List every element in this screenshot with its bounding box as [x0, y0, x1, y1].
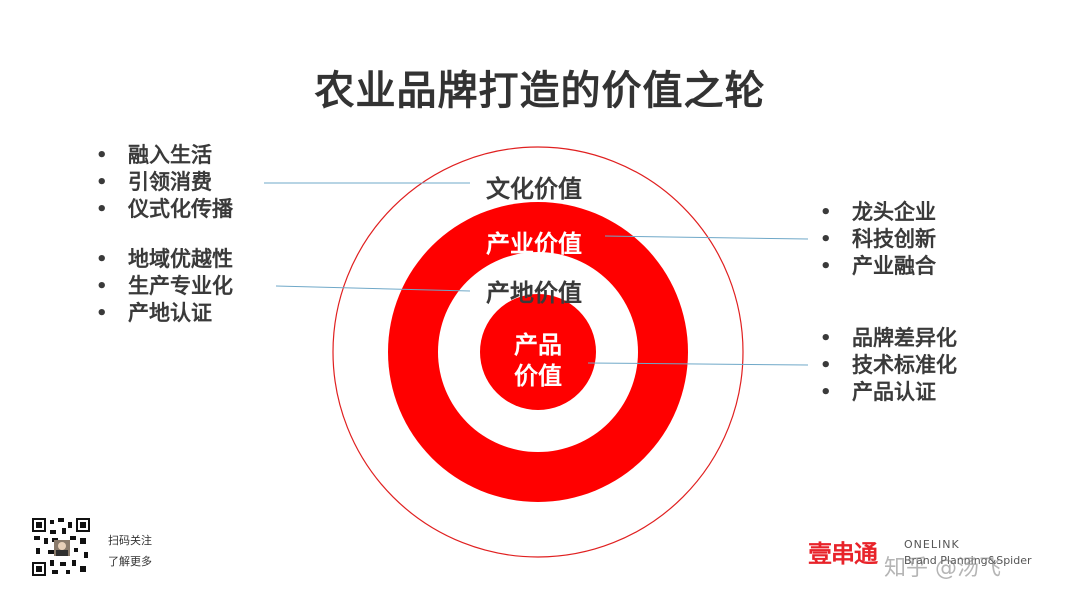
page-title: 农业品牌打造的价值之轮	[314, 68, 766, 114]
list-item: • 产地认证	[96, 300, 233, 327]
list-item-text: 产地认证	[128, 301, 212, 325]
bullet-dot: •	[96, 303, 108, 324]
center-label-line2: 价值	[514, 362, 562, 390]
list-item-text: 仪式化传播	[128, 197, 233, 221]
list-item: • 产业融合	[820, 253, 936, 280]
list-item-text: 产业融合	[852, 254, 936, 278]
ring-label-culture: 文化价值	[486, 175, 582, 203]
list-item-text: 地域优越性	[128, 247, 233, 271]
origin-points-list: • 地域优越性 • 生产专业化 • 产地认证	[96, 246, 233, 327]
outer-ring-circle	[332, 146, 744, 558]
bullet-dot: •	[96, 249, 108, 270]
bullet-dot: •	[96, 276, 108, 297]
bullet-dot: •	[96, 172, 108, 193]
product-points-list: • 品牌差异化 • 技术标准化 • 产品认证	[820, 325, 957, 406]
leader-line-origin	[275, 285, 471, 292]
center-label-line1: 产品	[514, 331, 562, 359]
qr-caption-line1: 扫码关注	[108, 534, 152, 547]
list-item-text: 科技创新	[852, 227, 936, 251]
brand-subtitle-tagline: Brand Planning&Spider	[904, 554, 1032, 567]
qr-code-image	[32, 518, 90, 576]
list-item: • 技术标准化	[820, 352, 957, 379]
list-item: • 仪式化传播	[96, 196, 233, 223]
list-item: • 生产专业化	[96, 273, 233, 300]
list-item: • 融入生活	[96, 142, 233, 169]
list-item-text: 产品认证	[852, 380, 936, 404]
bullet-dot: •	[820, 355, 832, 376]
bullet-dot: •	[820, 256, 832, 277]
leader-line-industry	[604, 235, 809, 240]
brand-logo-text: 壹串通	[808, 540, 878, 568]
brand-subtitle-en: ONELINK	[904, 538, 960, 551]
watermark-text: 知乎 @汤飞	[884, 556, 1001, 581]
ring-label-origin: 产地价值	[486, 279, 582, 307]
list-item: • 地域优越性	[96, 246, 233, 273]
list-item-text: 技术标准化	[852, 353, 957, 377]
list-item-text: 品牌差异化	[852, 326, 957, 350]
center-label: 产品 价值	[488, 330, 588, 392]
list-item-text: 融入生活	[128, 143, 212, 167]
bullet-dot: •	[820, 202, 832, 223]
list-item: • 龙头企业	[820, 199, 936, 226]
list-item: • 产品认证	[820, 379, 957, 406]
qr-caption-line2: 了解更多	[108, 555, 152, 568]
industry-points-list: • 龙头企业 • 科技创新 • 产业融合	[820, 199, 936, 280]
bullet-dot: •	[96, 145, 108, 166]
bullet-dot: •	[96, 199, 108, 220]
list-item: • 品牌差异化	[820, 325, 957, 352]
bullet-dot: •	[820, 229, 832, 250]
list-item-text: 龙头企业	[852, 200, 936, 224]
list-item: • 引领消费	[96, 169, 233, 196]
culture-points-list: • 融入生活 • 引领消费 • 仪式化传播	[96, 142, 233, 223]
list-item-text: 引领消费	[128, 170, 212, 194]
list-item-text: 生产专业化	[128, 274, 233, 298]
list-item: • 科技创新	[820, 226, 936, 253]
ring-label-industry: 产业价值	[486, 230, 582, 258]
bullet-dot: •	[820, 328, 832, 349]
bullet-dot: •	[820, 382, 832, 403]
leader-line-product	[587, 362, 809, 366]
center-red-circle	[480, 294, 596, 410]
